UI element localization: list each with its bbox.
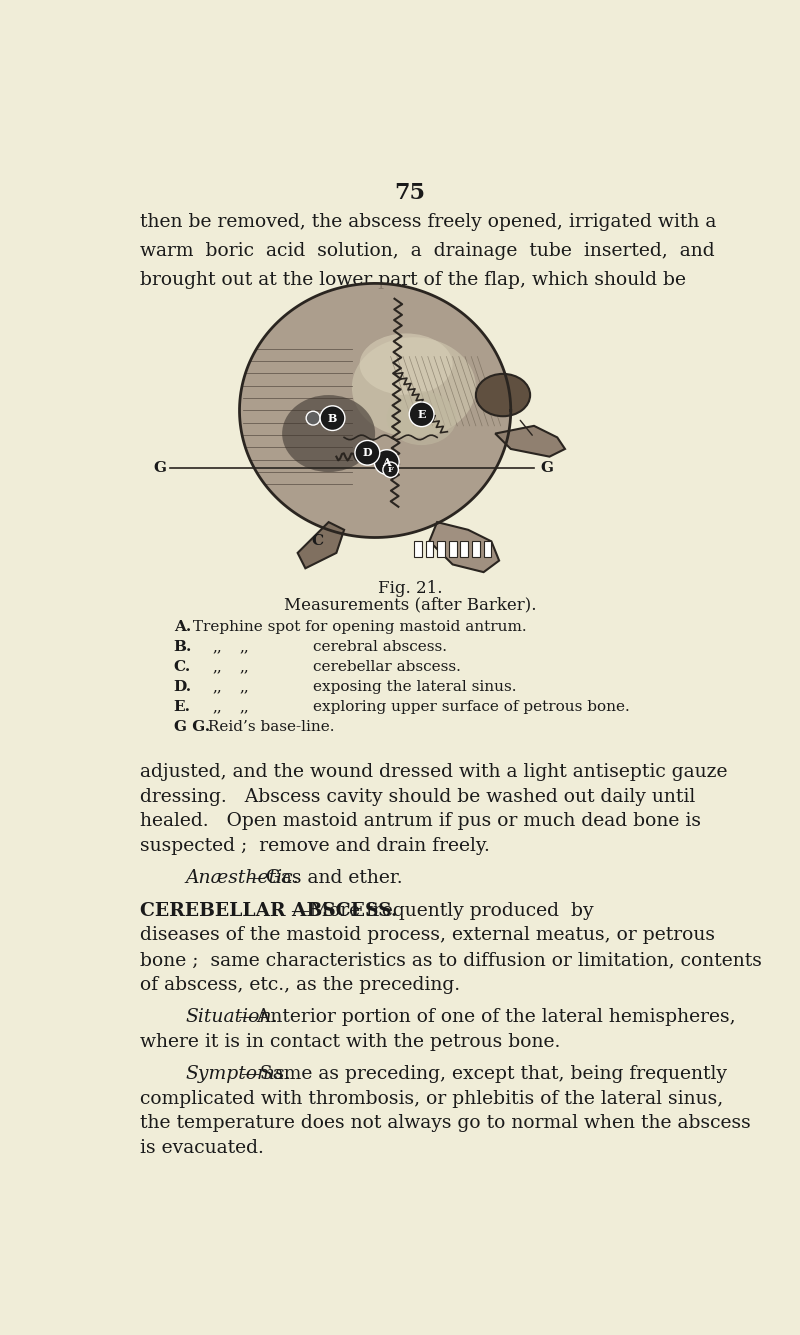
Text: diseases of the mastoid process, external meatus, or petrous: diseases of the mastoid process, externa… <box>140 926 715 944</box>
Text: B: B <box>328 413 337 423</box>
Text: exploring upper surface of petrous bone.: exploring upper surface of petrous bone. <box>313 700 630 714</box>
Ellipse shape <box>239 283 510 538</box>
Text: Symptoms.: Symptoms. <box>186 1065 290 1083</box>
Text: C: C <box>311 534 323 549</box>
Text: ,,: ,, <box>239 700 250 714</box>
Text: D.: D. <box>174 680 192 694</box>
Text: C.: C. <box>174 659 191 674</box>
Circle shape <box>410 402 434 427</box>
Ellipse shape <box>476 374 530 417</box>
Text: warm  boric  acid  solution,  a  drainage  tube  inserted,  and: warm boric acid solution, a drainage tub… <box>140 242 715 260</box>
Text: G: G <box>540 461 554 475</box>
Circle shape <box>383 462 398 478</box>
Text: Measurements (after Barker).: Measurements (after Barker). <box>284 597 536 614</box>
Text: A: A <box>382 457 391 467</box>
Text: E: E <box>418 409 426 419</box>
Text: suspected ;  remove and drain freely.: suspected ; remove and drain freely. <box>140 837 490 854</box>
Circle shape <box>306 411 320 425</box>
Text: G: G <box>153 461 166 475</box>
Text: ,,: ,, <box>212 659 222 674</box>
Bar <box>437 542 445 557</box>
Text: A.: A. <box>174 619 191 634</box>
Text: where it is in contact with the petrous bone.: where it is in contact with the petrous … <box>140 1032 561 1051</box>
Text: healed.   Open mastoid antrum if pus or much dead bone is: healed. Open mastoid antrum if pus or mu… <box>140 813 702 830</box>
Text: cerebellar abscess.: cerebellar abscess. <box>313 659 461 674</box>
Text: 75: 75 <box>394 182 426 204</box>
Bar <box>414 542 422 557</box>
Text: Situation.: Situation. <box>186 1008 278 1027</box>
Text: —More frequently produced  by: —More frequently produced by <box>291 901 594 920</box>
Text: then be removed, the abscess freely opened, irrigated with a: then be removed, the abscess freely open… <box>140 212 717 231</box>
Ellipse shape <box>360 334 453 395</box>
Text: exposing the lateral sinus.: exposing the lateral sinus. <box>313 680 517 694</box>
Text: ,,: ,, <box>212 700 222 714</box>
Polygon shape <box>298 522 344 569</box>
Text: CEREBELLAR ABSCESS.: CEREBELLAR ABSCESS. <box>140 901 398 920</box>
Text: ,,: ,, <box>239 639 250 654</box>
Ellipse shape <box>352 338 476 438</box>
Bar <box>449 542 457 557</box>
Text: —Gas and ether.: —Gas and ether. <box>247 869 403 888</box>
Text: E.: E. <box>174 700 190 714</box>
Text: Trephine spot for opening mastoid antrum.: Trephine spot for opening mastoid antrum… <box>187 619 526 634</box>
Ellipse shape <box>282 395 375 473</box>
Bar <box>426 542 434 557</box>
Text: —Anterior portion of one of the lateral hemispheres,: —Anterior portion of one of the lateral … <box>238 1008 735 1027</box>
Polygon shape <box>495 426 565 457</box>
Circle shape <box>374 450 399 474</box>
FancyArrowPatch shape <box>520 421 532 435</box>
Text: of abscess, etc., as the preceding.: of abscess, etc., as the preceding. <box>140 976 461 993</box>
Text: D: D <box>362 447 372 458</box>
Text: ,,: ,, <box>239 680 250 694</box>
Text: bone ;  same characteristics as to diffusion or limitation, contents: bone ; same characteristics as to diffus… <box>140 951 762 969</box>
Text: F: F <box>388 466 394 474</box>
Bar <box>484 542 491 557</box>
Bar <box>460 542 468 557</box>
Text: Anæsthetic.: Anæsthetic. <box>186 869 299 888</box>
Text: Fig. 21.: Fig. 21. <box>378 579 442 597</box>
Text: —Same as preceding, except that, being frequently: —Same as preceding, except that, being f… <box>241 1065 727 1083</box>
Text: brought out at the lower part of the flap, which should be: brought out at the lower part of the fla… <box>140 271 686 290</box>
Text: G G.: G G. <box>174 720 210 734</box>
Ellipse shape <box>386 391 457 445</box>
Text: ,,: ,, <box>212 639 222 654</box>
Text: adjusted, and the wound dressed with a light antiseptic gauze: adjusted, and the wound dressed with a l… <box>140 764 728 781</box>
Text: cerebral abscess.: cerebral abscess. <box>313 639 447 654</box>
Polygon shape <box>430 522 499 573</box>
Text: ,,: ,, <box>212 680 222 694</box>
Text: complicated with thrombosis, or phlebitis of the lateral sinus,: complicated with thrombosis, or phlebiti… <box>140 1089 723 1108</box>
Text: B.: B. <box>174 639 192 654</box>
Text: Reid’s base-line.: Reid’s base-line. <box>203 720 334 734</box>
Text: dressing.   Abscess cavity should be washed out daily until: dressing. Abscess cavity should be washe… <box>140 788 695 806</box>
Bar <box>472 542 480 557</box>
Text: is evacuated.: is evacuated. <box>140 1139 264 1157</box>
Circle shape <box>320 406 345 430</box>
Text: ,,: ,, <box>239 659 250 674</box>
Text: the temperature does not always go to normal when the abscess: the temperature does not always go to no… <box>140 1115 751 1132</box>
Circle shape <box>355 441 380 465</box>
